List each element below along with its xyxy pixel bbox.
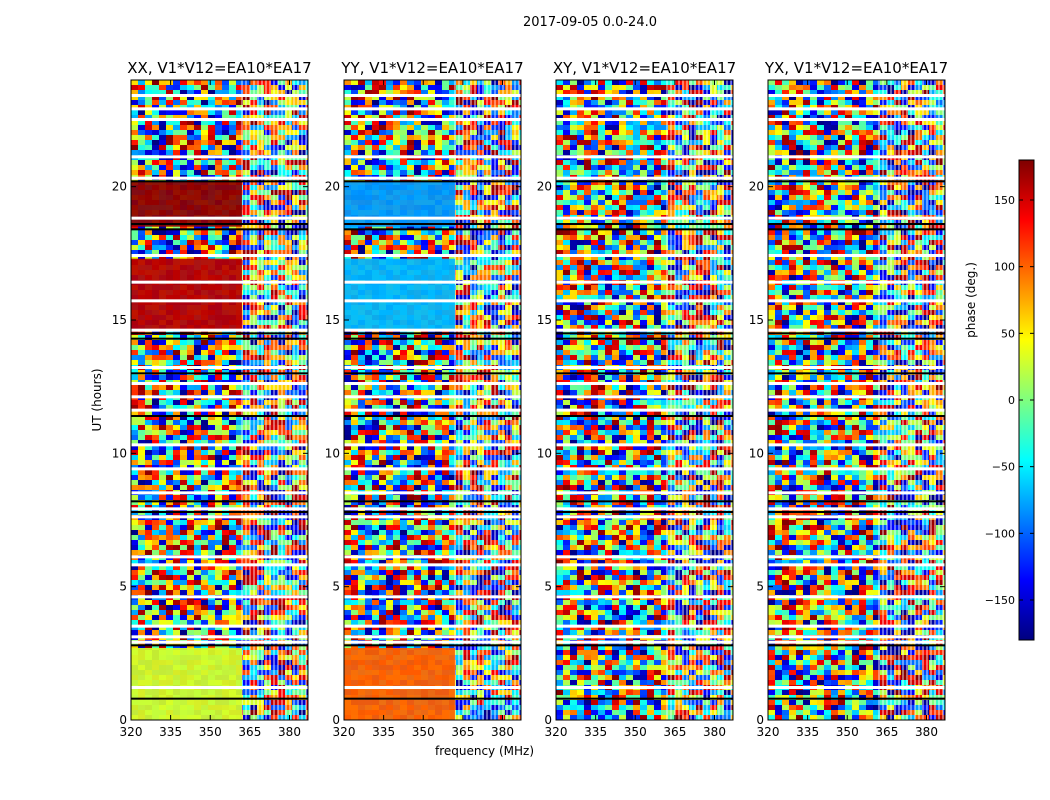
y-tick-label: 10	[325, 446, 340, 460]
x-tick-label: 365	[238, 725, 261, 739]
panel-title: YX, V1*V12=EA10*EA17	[764, 59, 948, 77]
plot-frame	[767, 79, 946, 721]
x-tick-label: 350	[199, 725, 222, 739]
y-tick-label: 20	[537, 180, 552, 194]
y-tick-label: 15	[112, 313, 127, 327]
x-tick-label: 350	[624, 725, 647, 739]
y-tick-label: 5	[544, 580, 552, 594]
flagged-rows	[131, 94, 308, 700]
colorbar-tick-label: 0	[1008, 394, 1015, 407]
y-axis-label: UT (hours)	[90, 368, 104, 431]
y-tick-label: 0	[119, 713, 127, 727]
phase-wrap-stripes	[666, 80, 732, 720]
x-tick-label: 350	[412, 725, 435, 739]
x-tick-label: 320	[120, 725, 143, 739]
y-tick-label: 20	[112, 180, 127, 194]
y-tick-label: 5	[756, 580, 764, 594]
plot-frame	[343, 79, 522, 721]
panel-4: YX, V1*V12=EA10*EA17 320 335 350 365 380 0 5 10 1…	[749, 59, 948, 739]
y-tick-label: 10	[537, 446, 552, 460]
x-tick-label: 320	[333, 725, 356, 739]
y-tick-label: 10	[112, 446, 127, 460]
flagged-rows	[768, 94, 945, 700]
flagged-rows	[344, 94, 521, 700]
phase-block-2	[131, 258, 242, 331]
figure-title: 2017-09-05 0.0-24.0	[523, 15, 657, 30]
x-tick-label: 335	[796, 725, 819, 739]
colorbar-tick-label: 150	[994, 194, 1015, 207]
y-tick-label: 15	[749, 313, 764, 327]
y-tick-label: 15	[537, 313, 552, 327]
x-tick-label: 365	[663, 725, 686, 739]
y-tick-label: 10	[749, 446, 764, 460]
y-tick-label: 0	[544, 713, 552, 727]
x-tick-label: 380	[278, 725, 301, 739]
y-tick-label: 15	[325, 313, 340, 327]
colorbar: 150 100 50 0 −50 −100 −150 phase (deg.)	[964, 159, 1035, 641]
x-axis-label: frequency (MHz)	[435, 744, 534, 758]
phase-wrap-stripes	[878, 80, 944, 720]
phase-block-3	[344, 648, 455, 720]
phase-block-1	[344, 181, 455, 227]
y-tick-label: 20	[325, 180, 340, 194]
x-tick-label: 350	[836, 725, 859, 739]
x-tick-label: 335	[584, 725, 607, 739]
x-tick-label: 380	[491, 725, 514, 739]
colorbar-tick-label: 100	[994, 261, 1015, 274]
panel-1: XX, V1*V12=EA10*EA17 320 335 350 365 380 0 5 10 1…	[90, 59, 312, 739]
y-tick-label: 5	[332, 580, 340, 594]
plot-frame	[555, 79, 734, 721]
panel-2: YY, V1*V12=EA10*EA17 320 335 350 365 380 0 5 10 1…	[325, 59, 534, 758]
panel-3: XY, V1*V12=EA10*EA17 320 335 350 365 380 0 5 10 1…	[537, 59, 736, 739]
y-tick-label: 20	[749, 180, 764, 194]
colorbar-tick-label: 50	[1001, 327, 1015, 340]
x-tick-label: 380	[703, 725, 726, 739]
y-tick-label: 0	[332, 713, 340, 727]
panel-title: XY, V1*V12=EA10*EA17	[553, 59, 736, 77]
x-tick-label: 380	[915, 725, 938, 739]
y-tick-label: 0	[756, 713, 764, 727]
phase-wrap-stripes	[454, 80, 520, 720]
y-tick-label: 5	[119, 580, 127, 594]
x-tick-label: 320	[545, 725, 568, 739]
colorbar-label: phase (deg.)	[964, 262, 978, 338]
panel-title: YY, V1*V12=EA10*EA17	[340, 59, 523, 77]
x-tick-label: 335	[159, 725, 182, 739]
x-tick-label: 335	[372, 725, 395, 739]
plot-frame	[130, 79, 309, 721]
x-tick-label: 365	[875, 725, 898, 739]
colorbar-tick-label: −150	[985, 594, 1015, 607]
flagged-rows	[556, 94, 733, 700]
colorbar-tick-label: −100	[985, 527, 1015, 540]
x-tick-label: 365	[451, 725, 474, 739]
phase-block-2	[344, 258, 455, 331]
phase-block-1	[131, 181, 242, 227]
x-tick-label: 320	[757, 725, 780, 739]
colorbar-tick-label: −50	[992, 461, 1015, 474]
panel-title: XX, V1*V12=EA10*EA17	[127, 59, 311, 77]
phase-block-3	[131, 648, 242, 720]
